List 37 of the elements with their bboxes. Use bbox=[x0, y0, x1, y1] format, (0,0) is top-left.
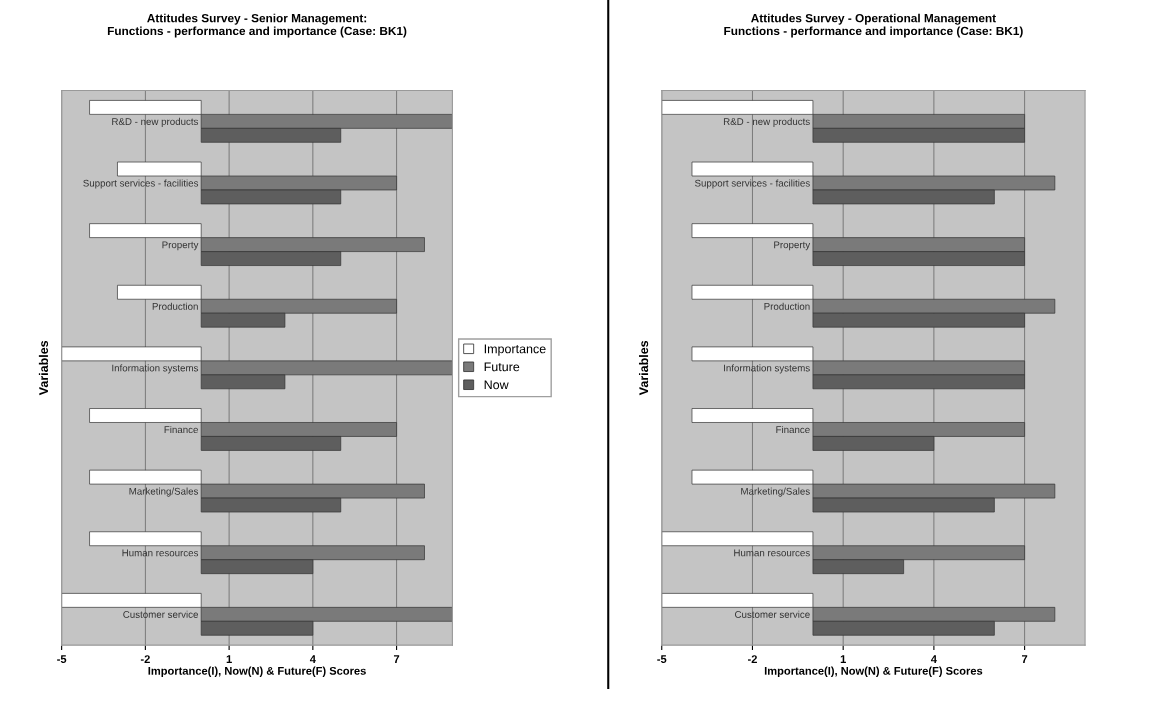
chart-title: Attitudes Survey - Operational Management Functions - performance and importance (Case: BK1) bbox=[724, 13, 1023, 38]
y-tick-label: Human resources bbox=[122, 549, 199, 557]
y-tick-label: Property bbox=[774, 241, 811, 251]
x-tick-label: -5 bbox=[657, 655, 667, 664]
y-tick-label: Information systems bbox=[112, 364, 199, 374]
x-tick-label: 1 bbox=[840, 655, 846, 663]
y-tick-label: Customer service bbox=[123, 610, 198, 618]
y-tick-label: Support services - facilities bbox=[83, 179, 199, 189]
y-axis-title: Variables bbox=[38, 340, 49, 396]
y-tick-label: Support services - facilities bbox=[694, 179, 810, 189]
x-tick-label: -2 bbox=[747, 655, 757, 663]
x-axis-title: Importance(I), Now(N) & Future(F) Scores bbox=[148, 666, 366, 677]
y-tick-label: Human resources bbox=[734, 549, 810, 557]
x-axis-title: Importance(I), Now(N) & Future(F) Scores bbox=[764, 666, 983, 677]
y-tick-label: Production bbox=[152, 302, 198, 310]
x-tick-label: -5 bbox=[57, 655, 67, 664]
x-tick-label: 1 bbox=[226, 655, 232, 663]
y-tick-label: Property bbox=[162, 241, 199, 251]
x-tick-label: 4 bbox=[930, 655, 937, 663]
y-tick-label: Finance bbox=[164, 425, 198, 434]
y-tick-label: Marketing/Sales bbox=[129, 487, 199, 497]
chart-title: Attitudes Survey - Senior Management: Functions - performance and importance (Case: BK1) bbox=[107, 13, 407, 38]
y-tick-label: Production bbox=[764, 302, 810, 310]
y-axis-title: Variables bbox=[638, 340, 649, 396]
x-tick-label: 4 bbox=[309, 655, 316, 663]
y-tick-label: Finance bbox=[776, 425, 810, 434]
x-tick-label: -2 bbox=[140, 655, 150, 663]
x-tick-label: 7 bbox=[393, 655, 400, 663]
y-tick-label: Marketing/Sales bbox=[741, 487, 810, 497]
legend-label: Future bbox=[484, 362, 520, 372]
y-tick-label: R&D - new products bbox=[112, 117, 199, 127]
y-tick-label: Customer service bbox=[735, 610, 810, 618]
x-tick-label: 7 bbox=[1021, 655, 1028, 663]
y-tick-label: Information systems bbox=[724, 364, 810, 374]
legend-label: Now bbox=[484, 380, 509, 390]
y-tick-label: R&D - new products bbox=[723, 117, 810, 127]
legend-label: Importance bbox=[484, 344, 546, 356]
